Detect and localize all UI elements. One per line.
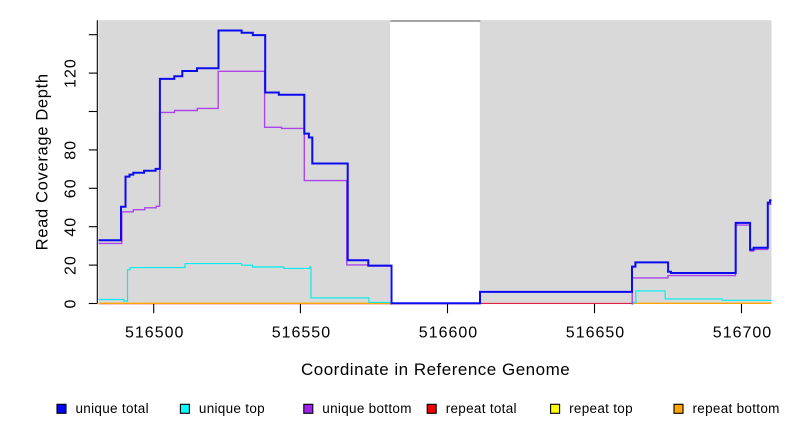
- svg-text:repeat total: repeat total: [446, 401, 517, 416]
- svg-text:Coordinate in Reference Genome: Coordinate in Reference Genome: [301, 360, 570, 379]
- svg-text:20: 20: [63, 255, 80, 275]
- svg-text:516600: 516600: [419, 325, 478, 342]
- svg-text:0: 0: [63, 299, 80, 309]
- svg-text:unique top: unique top: [199, 401, 265, 416]
- svg-text:516650: 516650: [566, 325, 625, 342]
- svg-text:516700: 516700: [713, 325, 772, 342]
- svg-text:unique bottom: unique bottom: [322, 401, 411, 416]
- svg-text:Read Coverage Depth: Read Coverage Depth: [34, 73, 52, 250]
- svg-text:repeat top: repeat top: [569, 401, 633, 416]
- svg-text:unique total: unique total: [76, 401, 149, 416]
- svg-text:80: 80: [63, 140, 80, 160]
- svg-text:516500: 516500: [125, 325, 184, 342]
- svg-text:40: 40: [63, 217, 80, 237]
- svg-text:repeat bottom: repeat bottom: [693, 401, 780, 416]
- svg-text:516550: 516550: [272, 325, 331, 342]
- svg-text:60: 60: [63, 178, 80, 198]
- svg-text:120: 120: [63, 58, 80, 88]
